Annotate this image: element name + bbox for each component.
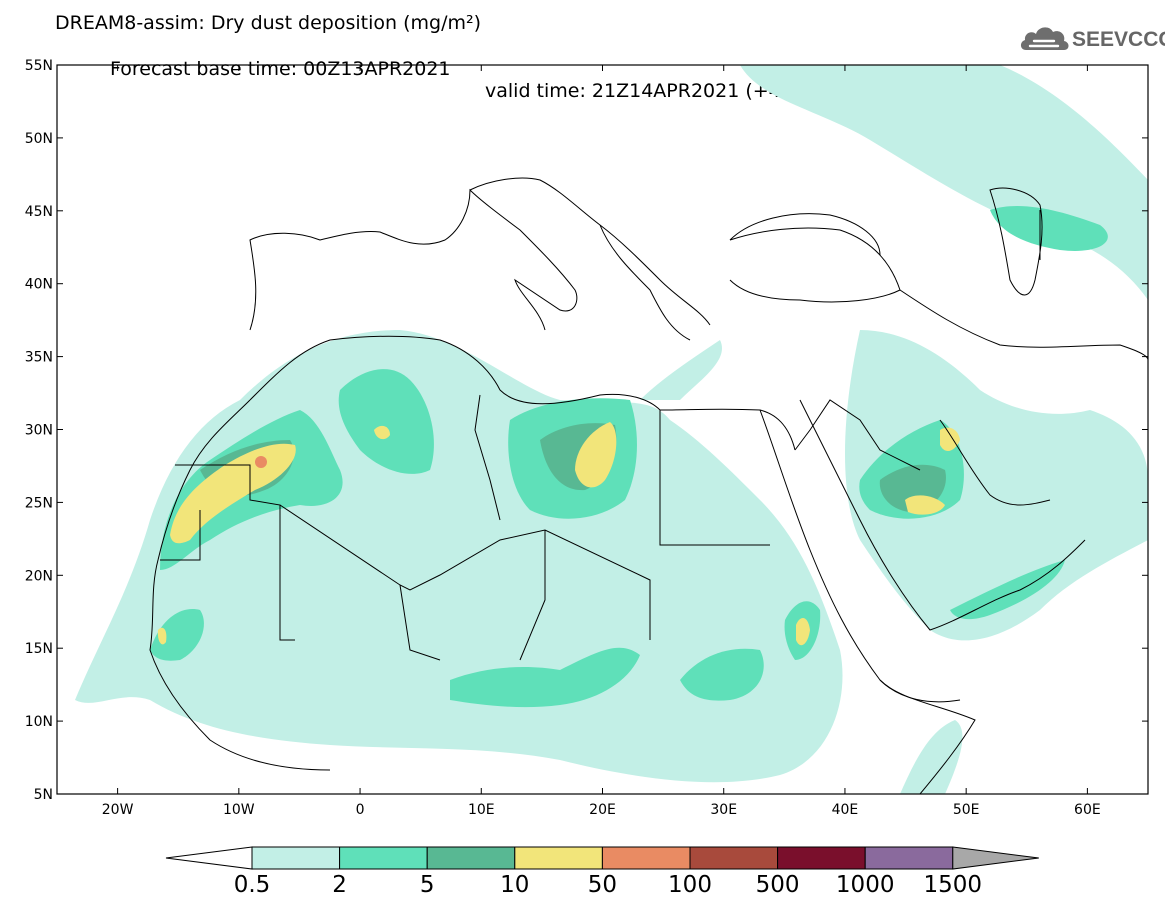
legend-label: 500 <box>756 872 800 898</box>
dust-contour-medium-westafrica <box>150 609 204 661</box>
dust-contour-medium-caspian <box>990 205 1108 251</box>
forecast-base-time: Forecast base time: 00Z13APR2021 <box>110 58 451 80</box>
lat-tick-label: 45N <box>25 204 53 220</box>
legend-color-box <box>514 846 603 870</box>
dust-contour-yellow-libya <box>575 422 617 488</box>
lat-tick-label: 40N <box>25 277 53 293</box>
legend-color-box <box>689 846 779 870</box>
map-title: DREAM8-assim: Dry dust deposition (mg/m²… <box>55 12 482 34</box>
dust-contour-yellow-iraq <box>905 495 945 515</box>
dust-contour-yellow-kuwait <box>940 427 960 452</box>
legend-label: 2 <box>332 872 347 898</box>
legend-label: 1000 <box>836 872 895 898</box>
dust-contour-medium-sudan <box>680 648 764 701</box>
logo-text: SEEVCCC <box>1072 28 1165 51</box>
legend-under-triangle <box>165 846 253 870</box>
dust-contour-light-med <box>640 340 722 400</box>
lat-tick-label: 5N <box>34 787 53 803</box>
dust-contour-yellow-morocco <box>170 443 296 544</box>
legend-color-boxes <box>165 846 1039 870</box>
legend-label: 1500 <box>924 872 983 898</box>
legend-over-triangle <box>952 846 1039 870</box>
lat-tick-label: 35N <box>25 350 53 366</box>
seevccc-logo: SEEVCCC <box>1018 22 1165 58</box>
legend-color-box <box>601 846 691 870</box>
legend-label: 100 <box>668 872 712 898</box>
legend-color-box <box>864 846 954 870</box>
lon-tick-label: 20W <box>102 802 134 818</box>
legend-labels: 0.5 2 5 10 50 100 500 1000 1500 <box>234 872 982 898</box>
legend-label: 0.5 <box>234 872 271 898</box>
lat-tick-label: 30N <box>25 423 53 439</box>
dust-contour-light-north <box>740 65 1148 300</box>
dust-contour-medium-algeria <box>338 369 434 474</box>
lon-tick-label: 30E <box>710 802 737 818</box>
lat-tick-label: 25N <box>25 495 53 511</box>
lon-tick-label: 40E <box>832 802 859 818</box>
legend-color-box <box>777 846 866 870</box>
dust-deposition-field <box>75 65 1148 794</box>
lat-tick-label: 55N <box>25 58 53 74</box>
legend-label: 5 <box>420 872 435 898</box>
legend-color-box <box>426 846 516 870</box>
lat-tick-label: 10N <box>25 714 53 730</box>
lon-tick-label: 10E <box>468 802 495 818</box>
lon-tick-label: 0 <box>356 802 365 818</box>
lat-tick-label: 50N <box>25 131 53 147</box>
dust-contour-yellow-westafrica <box>157 627 167 645</box>
legend-label: 10 <box>500 872 529 898</box>
dust-contour-light-horn <box>900 720 963 794</box>
legend-color-box <box>339 846 428 870</box>
forecast-times: Forecast base time: 00Z13APR2021 valid t… <box>55 36 800 124</box>
dust-contour-medium-oman <box>950 560 1065 620</box>
lon-tick-label: 20E <box>589 802 616 818</box>
dust-contour-medium-sahel <box>450 647 640 708</box>
longitude-ticks: 20W 10W 0 10E 20E 30E 40E 50E 60E <box>102 65 1101 818</box>
coastlines-borders <box>149 177 1148 794</box>
dust-contour-yellow-ethiopia <box>796 618 810 646</box>
lon-tick-label: 60E <box>1074 802 1101 818</box>
dust-contour-yellow-algeria <box>374 425 390 440</box>
lat-tick-label: 20N <box>25 568 53 584</box>
lon-tick-label: 50E <box>953 802 980 818</box>
dust-contour-orange-morocco <box>255 456 267 468</box>
legend-label: 50 <box>588 872 617 898</box>
latitude-ticks: 55N 50N 45N 40N 35N 30N 25N 20N 15N 10N 5N <box>25 58 1148 803</box>
dust-contour-light-arabia <box>845 330 1148 641</box>
lat-tick-label: 15N <box>25 641 53 657</box>
lon-tick-label: 10W <box>223 802 255 818</box>
legend-color-box <box>251 846 341 870</box>
cloud-icon <box>1020 27 1069 50</box>
